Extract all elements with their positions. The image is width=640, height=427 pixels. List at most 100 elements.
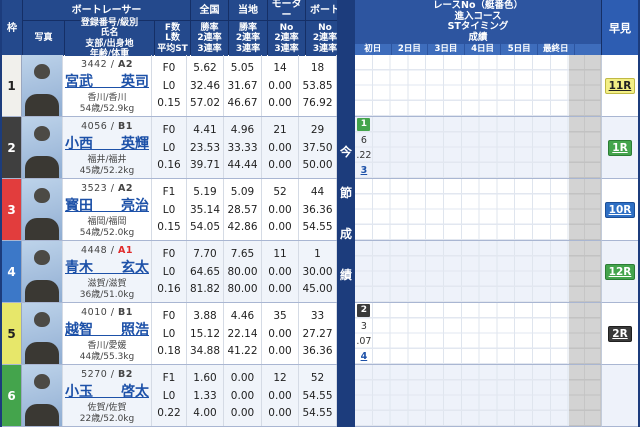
frame-number: 6 [2,365,22,426]
unused-days-band [569,241,601,302]
racer-row: 1 3442 / A2 宮武 英司 香川/香川 54歳/52.9kg F0 L0… [2,55,337,117]
quick-view-header: 早見 [601,0,638,55]
boat-stats: 33 27.27 36.36 [299,303,337,364]
local-stats: 5.09 28.57 42.86 [224,179,262,240]
series-results-panel: レースNo（艇番色） 進入コース STタイミング 成績 初日 2日目 3日目 4… [355,0,601,427]
fl-st-stats: F0 L0 0.15 [152,55,187,116]
racer-age-weight: 36歳/51.0kg [79,290,135,300]
racer-photo [22,303,63,364]
racer-class: B2 [118,369,133,380]
racer-info-cell: 4056 / B1 小西 英輝 福井/福井 45歳/52.2kg [63,117,152,178]
series-race-number[interactable]: 2 [357,304,371,318]
racer-name-link[interactable]: 寳田 亮治 [65,198,149,214]
series-rows: 1 6 .22 3 2 3 .07 4 [355,55,601,427]
registration-number: 4010 / [81,307,119,318]
col-header-boat-racer: ボートレーサー [23,0,190,20]
fl-st-stats: F0 L0 0.16 [152,241,187,302]
racer-name-link[interactable]: 青木 玄太 [65,260,149,276]
national-stats: 3.88 15.12 34.88 [187,303,224,364]
col-header-local: 当地 [229,0,267,20]
registration-line: 4448 / A1 [63,245,151,256]
col-header-photo: 写真 [23,21,64,56]
photo-silhouette-head [34,126,50,141]
motor-stats: 11 0.00 0.00 [262,241,299,302]
col-subheader-motor-rates: No 2連率 3連率 [268,21,305,56]
racer-branch: 香川/香川 [87,93,127,103]
local-stats: 5.05 31.67 46.67 [224,55,262,116]
racer-age-weight: 22歳/52.0kg [79,414,135,424]
motor-stats: 21 0.00 0.00 [262,117,299,178]
racer-branch: 香川/愛媛 [87,341,127,351]
racer-info-cell: 3523 / A2 寳田 亮治 福岡/福岡 54歳/52.0kg [63,179,152,240]
frame-number: 3 [2,179,22,240]
racer-table-header: 枠 ボートレーサー 全国 当地 モーター ボート 写真 登録番号/級別 氏名 支… [2,0,344,59]
col-header-frame: 枠 [2,0,22,56]
series-race-number[interactable]: 1 [357,118,371,132]
racer-name-link[interactable]: 小玉 啓太 [65,384,149,400]
quick-view-race-link[interactable]: 2R [608,325,632,342]
racer-rows: 1 3442 / A2 宮武 英司 香川/香川 54歳/52.9kg F0 L0… [2,55,337,427]
racer-photo [22,55,63,116]
motor-stats: 14 0.00 0.00 [262,55,299,116]
series-st-timing: .07 [356,335,372,347]
col-header-national: 全国 [191,0,228,20]
series-result-cell: 4 [355,349,373,364]
photo-silhouette-body [25,156,59,178]
unused-days-band [569,55,601,116]
unused-days-band [569,179,601,240]
boat-stats: 44 36.36 54.55 [299,179,337,240]
racer-name-link[interactable]: 宮武 英司 [65,74,149,90]
series-results-row [355,365,601,427]
registration-number: 5270 / [81,369,119,380]
registration-number: 3442 / [81,59,118,70]
quick-view-cell: 1R [601,117,638,179]
photo-silhouette-body [25,94,59,116]
unused-days-band [569,303,601,364]
racer-class: A2 [117,59,133,70]
series-race-cell: 1 [355,117,373,132]
racer-class: B1 [118,121,133,132]
racer-name-link[interactable]: 小西 英輝 [65,136,149,152]
vertical-label-char: 節 [339,186,352,200]
registration-number: 3523 / [81,183,118,194]
boat-stats: 18 53.85 76.92 [299,55,337,116]
boat-stats: 1 30.00 45.00 [299,241,337,302]
series-results-row: 1 6 .22 3 [355,117,601,179]
series-result-cell: 3 [355,163,373,178]
racer-row: 6 5270 / B2 小玉 啓太 佐賀/佐賀 22歳/52.0kg F1 L0… [2,365,337,427]
frame-number: 1 [2,55,22,116]
day-header-spacer [574,44,601,55]
quick-view-race-link[interactable]: 10R [604,201,636,218]
series-entry: 2 3 .07 4 [355,303,373,364]
registration-line: 5270 / B2 [63,369,151,380]
col-header-racer-info: 登録番号/級別 氏名 支部/出身地 年齢/体重 [65,18,154,59]
racer-age-weight: 54歳/52.0kg [79,228,135,238]
quick-view-cell [601,365,638,427]
series-results-row: 2 3 .07 4 [355,303,601,365]
quick-view-race-link[interactable]: 12R [604,263,636,280]
local-stats: 0.00 0.00 0.00 [224,365,262,426]
quick-view-race-link[interactable]: 1R [608,139,632,156]
racer-age-weight: 54歳/52.9kg [79,104,135,114]
series-course: 3 [360,320,367,332]
local-stats: 4.46 22.14 41.22 [224,303,262,364]
series-results-row [355,55,601,117]
motor-stats: 35 0.00 0.00 [262,303,299,364]
series-result-link[interactable]: 4 [360,351,368,363]
racer-photo [22,179,63,240]
frame-number: 2 [2,117,22,178]
series-results-row [355,179,601,241]
national-stats: 1.60 1.33 4.00 [187,365,224,426]
photo-silhouette-head [34,312,50,327]
day-header-6: 最終日 [537,44,574,55]
unused-days-band [569,117,601,178]
registration-line: 4010 / B1 [63,307,151,318]
racer-branch: 福岡/福岡 [87,217,127,227]
day-header-2: 2日目 [391,44,428,55]
photo-silhouette-head [34,188,50,203]
series-course: 6 [360,134,367,146]
vertical-label-char: 績 [339,268,352,282]
racer-name-link[interactable]: 越智 照浩 [65,322,149,338]
quick-view-race-link[interactable]: 11R [604,77,636,94]
series-result-link[interactable]: 3 [360,165,368,177]
